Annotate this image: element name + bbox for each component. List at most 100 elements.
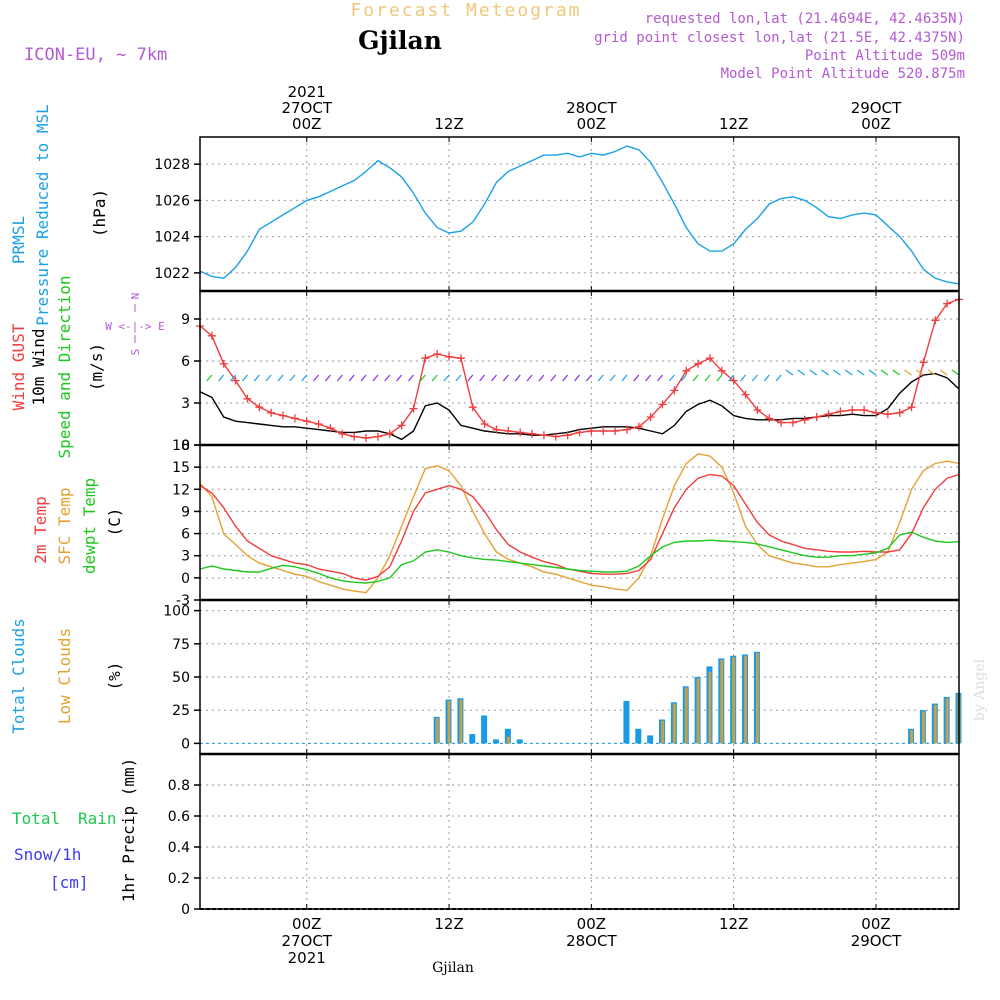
panel-data-layer xyxy=(196,146,963,909)
wind-arrow xyxy=(373,375,378,381)
low-cloud-bar xyxy=(436,718,439,743)
wind-arrow xyxy=(219,375,224,381)
wind-arrow xyxy=(539,375,544,381)
gust-marker xyxy=(908,403,916,411)
y-tick-label: 0.6 xyxy=(168,809,190,825)
wind-arrow xyxy=(693,375,698,381)
wind-arrow xyxy=(869,370,876,375)
y-tick-label: 3 xyxy=(181,396,190,412)
wind-arrow xyxy=(432,375,437,381)
pressure-label: Pressure Reduced to MSL xyxy=(33,104,52,326)
gust-marker xyxy=(516,428,524,436)
time-label-bottom: 12Z xyxy=(719,915,748,933)
wind-arrow xyxy=(491,375,496,381)
y-tick-label: 0.2 xyxy=(168,871,190,887)
time-label-bottom: 27OCT xyxy=(281,932,332,950)
y-tick-label: 6 xyxy=(181,354,190,370)
product-title: Forecast Meteogram xyxy=(350,0,581,21)
wind-arrow xyxy=(705,375,710,381)
low-cloud-bar xyxy=(685,688,688,744)
sfc-temp-label: SFC Temp xyxy=(55,487,74,564)
wind-arrow xyxy=(302,375,307,381)
y-tick-label: 0 xyxy=(181,736,190,752)
wind-arrow xyxy=(207,375,212,381)
low-cloud-bar xyxy=(744,656,747,744)
temp2m-label: 2m Temp xyxy=(31,496,50,563)
y-tick-label: 18 xyxy=(172,438,190,454)
wind-arrow xyxy=(337,375,342,381)
panel-frame xyxy=(200,291,959,445)
y-tick-label: 25 xyxy=(172,703,190,719)
gust-marker xyxy=(279,412,287,420)
gust-marker xyxy=(860,406,868,414)
time-label-bottom: 00Z xyxy=(577,915,606,933)
wind-arrow xyxy=(314,375,319,381)
gust-marker xyxy=(919,358,927,366)
wind-arrow xyxy=(940,370,947,375)
wind-arrow xyxy=(798,370,805,375)
low-cloud-bar xyxy=(697,678,700,743)
gust-marker xyxy=(611,427,619,435)
total-clouds-label: Total Clouds xyxy=(9,618,28,734)
meteogram-chart: Forecast Meteogram Gjilan ICON-EU, ~ 7km… xyxy=(0,0,1000,1000)
total-cloud-bar xyxy=(517,739,523,743)
y-tick-label: 0.4 xyxy=(168,840,190,856)
grid-point-coords: grid point closest lon,lat (21.5E, 42.43… xyxy=(594,30,965,46)
compass-east-west: W <-|-> E xyxy=(105,320,165,333)
y-tick-label: 0 xyxy=(181,902,190,918)
wind-arrow xyxy=(586,375,591,381)
station-title: Gjilan xyxy=(358,26,442,55)
wind-arrow xyxy=(598,375,603,381)
wind-arrow xyxy=(822,370,829,375)
wind-arrow xyxy=(669,375,674,381)
wind-arrow xyxy=(752,375,757,381)
wind-arrow xyxy=(254,375,259,381)
wind-arrow xyxy=(563,375,568,381)
low-cloud-bar xyxy=(720,660,723,744)
low-cloud-bar xyxy=(448,701,451,743)
total-cloud-bar xyxy=(481,716,487,744)
total-cloud-bar xyxy=(469,734,475,743)
wind-arrow xyxy=(857,370,864,375)
total-label: Total xyxy=(12,809,60,828)
precip-unit-label: 1hr Precip (mm) xyxy=(119,758,138,903)
total-cloud-bar xyxy=(647,735,653,743)
wind-arrow xyxy=(833,370,840,375)
wind-arrow xyxy=(527,375,532,381)
y-tick-label: 1024 xyxy=(154,230,190,246)
wind10m-label: 10m Wind xyxy=(29,328,48,405)
wind-arrow xyxy=(468,375,473,381)
wind-arrow xyxy=(810,370,817,375)
y-tick-label: 1026 xyxy=(154,193,190,209)
gust-marker xyxy=(825,410,833,418)
y-tick-label: 15 xyxy=(172,460,190,476)
wind-arrow xyxy=(551,375,556,381)
wind-arrow xyxy=(397,375,402,381)
y-tick-label: 100 xyxy=(163,604,190,620)
wind-arrow xyxy=(266,375,271,381)
speed-direction-label: Speed and Direction xyxy=(55,275,74,458)
credit-watermark: by Angel xyxy=(972,658,988,721)
gust-marker xyxy=(896,409,904,417)
wind-arrow xyxy=(242,375,247,381)
low-cloud-bar xyxy=(459,700,462,744)
gust-marker xyxy=(374,433,382,441)
total-cloud-bar xyxy=(623,701,629,743)
dewpt-temp-label: dewpt Temp xyxy=(80,478,99,574)
panel-y-ticks: 10221024102610280369-3036912151802550751… xyxy=(154,137,876,918)
gust-marker xyxy=(540,431,548,439)
low-cloud-bar xyxy=(708,672,711,744)
panel-frames xyxy=(200,137,959,909)
time-label-bottom: 00Z xyxy=(292,915,321,933)
y-tick-label: 50 xyxy=(172,670,190,686)
gust-marker xyxy=(338,430,346,438)
gust-marker xyxy=(350,433,358,441)
gust-marker xyxy=(836,407,844,415)
time-label-top: 00Z xyxy=(577,115,606,133)
wind-arrow xyxy=(646,375,651,381)
gust-marker xyxy=(303,417,311,425)
cm-label: [cm] xyxy=(50,873,89,892)
low-cloud-bar xyxy=(922,712,925,744)
gust-marker xyxy=(362,434,370,442)
wind-arrow xyxy=(741,375,746,381)
